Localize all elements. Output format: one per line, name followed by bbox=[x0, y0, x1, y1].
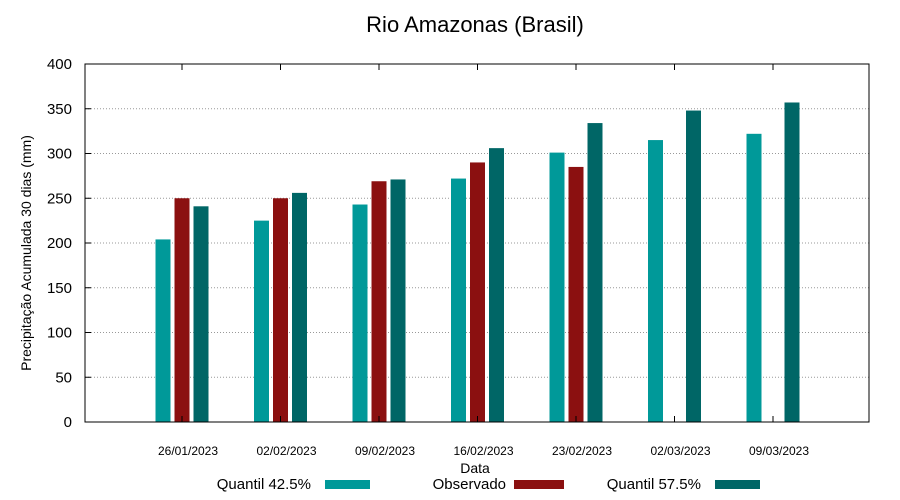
y-axis: 0 50 100 150 200 250 300 350 400 bbox=[47, 56, 91, 431]
bar-quantil-57-5 bbox=[390, 179, 406, 422]
legend-swatch bbox=[514, 480, 564, 489]
y-tick-label: 200 bbox=[47, 235, 72, 252]
bar-quantil-57-5 bbox=[489, 148, 504, 422]
bar-quantil-57-5 bbox=[193, 206, 209, 422]
x-tick-label: 02/02/2023 bbox=[256, 444, 316, 458]
bar-quantil-42-5 bbox=[352, 204, 368, 422]
chart-title: Rio Amazonas (Brasil) bbox=[366, 12, 584, 37]
x-tick-label: 23/02/2023 bbox=[552, 444, 612, 458]
y-tick-label: 400 bbox=[47, 56, 72, 73]
y-axis-label: Precipitação Acumulada 30 dias (mm) bbox=[18, 135, 34, 371]
bar-quantil-57-5 bbox=[587, 123, 603, 422]
y-tick-label: 350 bbox=[47, 101, 72, 118]
bar-quantil-57-5 bbox=[292, 192, 307, 422]
legend-swatch bbox=[715, 480, 760, 489]
bars bbox=[155, 102, 800, 423]
y-tick-label: 50 bbox=[55, 369, 72, 386]
x-axis: 26/01/2023 02/02/2023 09/02/2023 16/02/2023… bbox=[158, 64, 809, 458]
bar-observado bbox=[273, 198, 288, 422]
bar-quantil-57-5 bbox=[784, 102, 800, 423]
y-tick-label: 0 bbox=[64, 414, 72, 431]
legend-label: Observado bbox=[433, 476, 506, 493]
legend-label: Quantil 57.5% bbox=[607, 476, 701, 493]
legend-label: Quantil 42.5% bbox=[217, 476, 311, 493]
bar-quantil-42-5 bbox=[451, 178, 466, 422]
x-tick-label: 09/02/2023 bbox=[355, 444, 415, 458]
bar-observado bbox=[568, 166, 584, 422]
x-tick-label: 26/01/2023 bbox=[158, 444, 218, 458]
y-tick-label: 100 bbox=[47, 325, 72, 342]
legend-swatch bbox=[325, 480, 370, 489]
bar-quantil-42-5 bbox=[254, 220, 269, 422]
y-tick-label: 250 bbox=[47, 190, 72, 207]
y-tick-label: 150 bbox=[47, 280, 72, 297]
bar-observado bbox=[371, 181, 387, 422]
y-tick-label: 300 bbox=[47, 146, 72, 163]
bar-quantil-42-5 bbox=[648, 140, 663, 422]
bar-observado bbox=[174, 198, 190, 422]
legend: Quantil 42.5% Observado Quantil 57.5% bbox=[217, 476, 760, 493]
bar-observado bbox=[470, 162, 485, 422]
bar-quantil-42-5 bbox=[746, 133, 762, 422]
bar-quantil-42-5 bbox=[155, 239, 171, 422]
bar-quantil-42-5 bbox=[549, 152, 565, 423]
x-tick-label: 09/03/2023 bbox=[749, 444, 809, 458]
x-axis-label: Data bbox=[460, 460, 490, 476]
bar-quantil-57-5 bbox=[686, 110, 701, 422]
x-tick-label: 02/03/2023 bbox=[650, 444, 710, 458]
x-tick-label: 16/02/2023 bbox=[453, 444, 513, 458]
